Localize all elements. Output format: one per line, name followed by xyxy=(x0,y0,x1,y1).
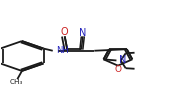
Text: O: O xyxy=(60,27,68,38)
Text: N: N xyxy=(119,55,127,65)
Text: NH: NH xyxy=(56,46,69,55)
Text: O: O xyxy=(114,65,121,74)
Text: CH₃: CH₃ xyxy=(9,79,23,85)
Text: N: N xyxy=(79,28,86,38)
